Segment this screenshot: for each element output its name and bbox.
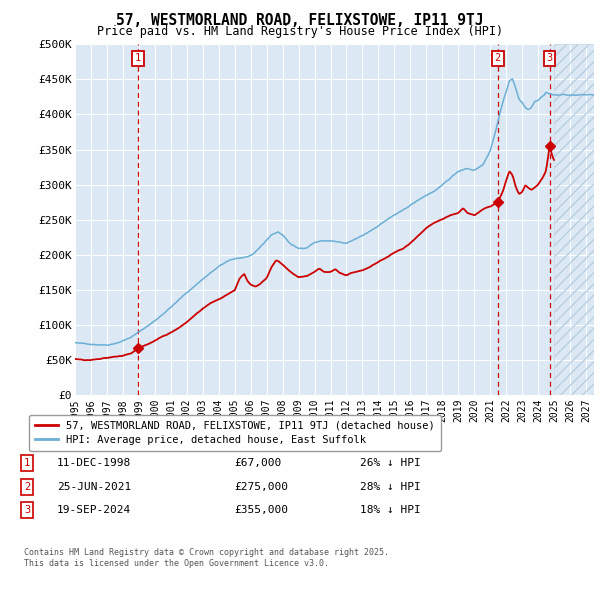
Text: Price paid vs. HM Land Registry's House Price Index (HPI): Price paid vs. HM Land Registry's House … bbox=[97, 25, 503, 38]
Text: 2: 2 bbox=[495, 53, 501, 63]
Text: 2: 2 bbox=[24, 482, 30, 491]
Text: £67,000: £67,000 bbox=[234, 458, 281, 468]
Text: 3: 3 bbox=[547, 53, 553, 63]
Text: 26% ↓ HPI: 26% ↓ HPI bbox=[360, 458, 421, 468]
Text: 3: 3 bbox=[24, 506, 30, 515]
Text: 1: 1 bbox=[24, 458, 30, 468]
Text: £355,000: £355,000 bbox=[234, 506, 288, 515]
Legend: 57, WESTMORLAND ROAD, FELIXSTOWE, IP11 9TJ (detached house), HPI: Average price,: 57, WESTMORLAND ROAD, FELIXSTOWE, IP11 9… bbox=[29, 415, 440, 451]
Text: 19-SEP-2024: 19-SEP-2024 bbox=[57, 506, 131, 515]
Text: 25-JUN-2021: 25-JUN-2021 bbox=[57, 482, 131, 491]
Text: £275,000: £275,000 bbox=[234, 482, 288, 491]
Text: 1: 1 bbox=[135, 53, 141, 63]
Text: 11-DEC-1998: 11-DEC-1998 bbox=[57, 458, 131, 468]
Text: 57, WESTMORLAND ROAD, FELIXSTOWE, IP11 9TJ: 57, WESTMORLAND ROAD, FELIXSTOWE, IP11 9… bbox=[116, 13, 484, 28]
Bar bbox=[554, 44, 594, 395]
Bar bbox=[554, 44, 594, 395]
Text: 28% ↓ HPI: 28% ↓ HPI bbox=[360, 482, 421, 491]
Text: 18% ↓ HPI: 18% ↓ HPI bbox=[360, 506, 421, 515]
Text: Contains HM Land Registry data © Crown copyright and database right 2025.
This d: Contains HM Land Registry data © Crown c… bbox=[24, 548, 389, 568]
